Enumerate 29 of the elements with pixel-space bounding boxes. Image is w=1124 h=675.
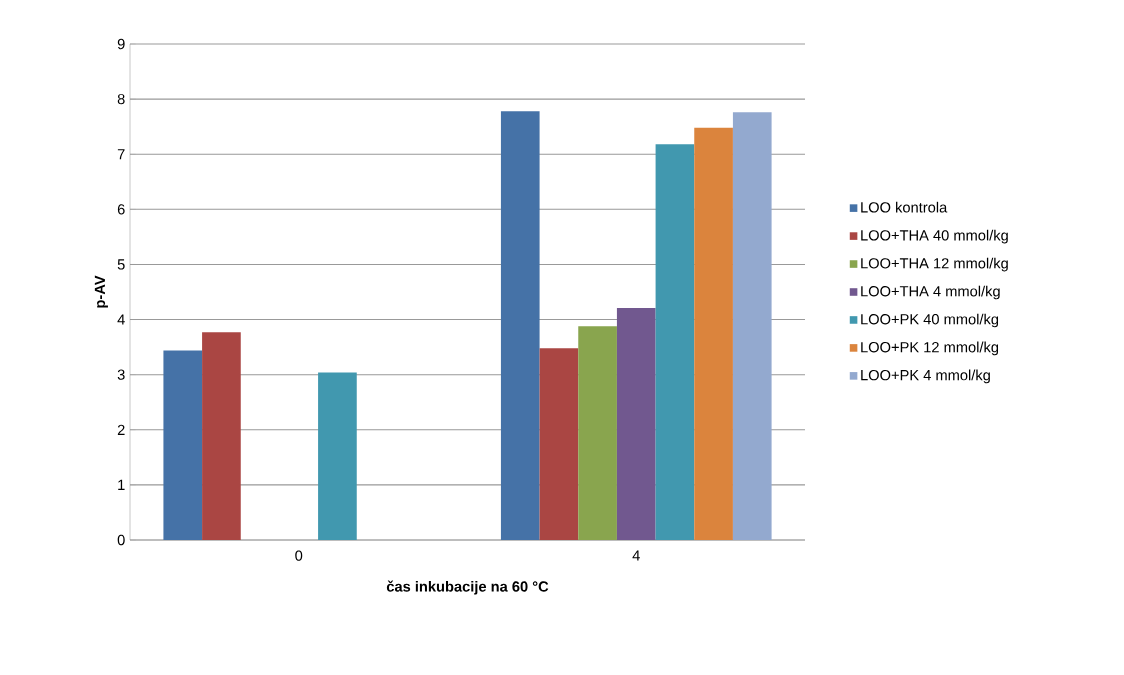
legend-label: LOO+PK 12 mmol/kg (861, 341, 999, 356)
bar (694, 127, 733, 540)
y-tick-label: 3 (117, 369, 125, 380)
bar (163, 350, 203, 540)
y-tick-label: 0 (117, 534, 125, 546)
y-tick-label: 4 (117, 314, 125, 325)
bar (732, 112, 772, 540)
bar (202, 332, 241, 540)
y-tick-label: 5 (117, 259, 125, 270)
bar (578, 326, 617, 540)
legend-label: LOO kontrola (861, 201, 948, 213)
bar (616, 307, 656, 540)
y-axis-title: p-AV (94, 275, 108, 308)
y-tick-label: 2 (117, 424, 125, 435)
legend-label: LOO+PK 40 mmol/kg (861, 313, 999, 328)
x-axis-title: čas inkubacije na 60 °C (386, 580, 549, 595)
y-tick-label: 8 (117, 93, 125, 105)
y-tick-label: 6 (117, 204, 125, 215)
legend-label: LOO+THA 4 mmol/kg (861, 285, 1000, 300)
legend-label: LOO+THA 12 mmol/kg (861, 257, 1008, 272)
bar (318, 372, 357, 540)
y-tick-label: 7 (117, 149, 125, 160)
bar (500, 111, 540, 540)
bar (655, 144, 695, 540)
y-tick-label: 9 (117, 38, 125, 50)
bar (539, 348, 579, 540)
legend-label: LOO+PK 4 mmol/kg (861, 369, 990, 384)
y-tick-label: 1 (118, 479, 125, 490)
legend-label: LOO+THA 40 mmol/kg (861, 229, 1008, 244)
